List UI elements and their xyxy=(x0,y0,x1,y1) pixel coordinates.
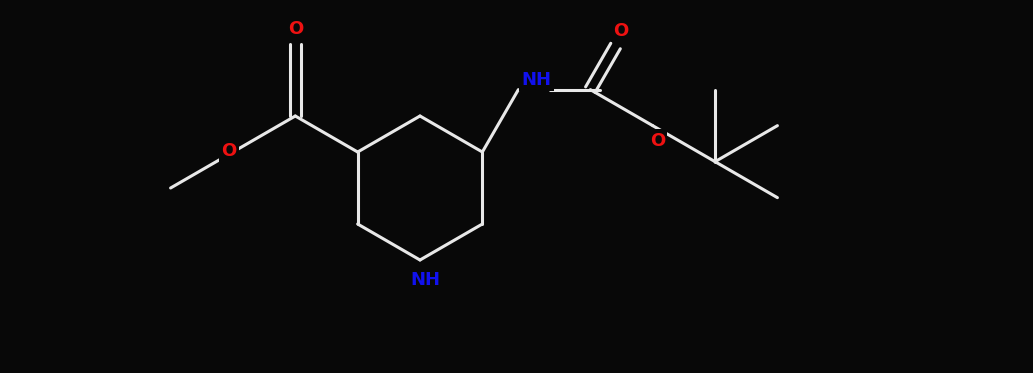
Text: O: O xyxy=(221,142,237,160)
Text: O: O xyxy=(613,22,628,40)
Text: O: O xyxy=(287,20,303,38)
Text: NH: NH xyxy=(522,70,552,89)
Text: O: O xyxy=(650,132,665,150)
Text: NH: NH xyxy=(410,271,440,289)
